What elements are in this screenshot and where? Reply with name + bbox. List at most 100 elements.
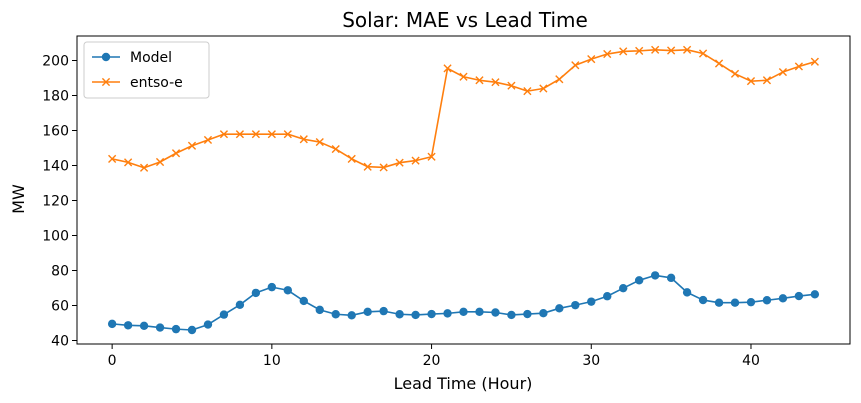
- data-point: [746, 297, 756, 307]
- y-tick-label: 140: [42, 159, 69, 175]
- data-point: [778, 67, 788, 77]
- data-point: [507, 310, 516, 320]
- data-point: [139, 163, 149, 172]
- data-point: [603, 292, 612, 301]
- data-point: [299, 296, 308, 306]
- data-point: [810, 57, 819, 66]
- data-point: [810, 290, 820, 299]
- data-point: [603, 49, 612, 59]
- data-point: [635, 46, 644, 55]
- data-point: [794, 291, 804, 301]
- data-point: [427, 152, 436, 161]
- data-point: [331, 144, 340, 154]
- data-point: [619, 47, 628, 56]
- data-point: [219, 310, 229, 319]
- data-point: [235, 130, 244, 139]
- x-tick-label: 0: [108, 353, 117, 369]
- data-point: [523, 309, 532, 319]
- chart-title: Solar: MAE vs Lead Time: [342, 8, 588, 32]
- data-point: [203, 135, 213, 145]
- y-tick-label: 180: [42, 89, 69, 105]
- data-point: [539, 84, 548, 93]
- data-point: [283, 130, 292, 139]
- data-point: [299, 135, 308, 144]
- data-point: [267, 130, 276, 139]
- data-point: [587, 297, 596, 306]
- data-point: [650, 271, 660, 280]
- data-point: [443, 309, 452, 318]
- data-point: [682, 288, 692, 297]
- data-point: [762, 296, 772, 305]
- data-point: [651, 45, 660, 54]
- data-point: [555, 75, 564, 84]
- legend-box: [83, 41, 210, 99]
- data-point: [475, 307, 484, 316]
- legend-label: entso-e: [130, 75, 183, 91]
- data-point: [443, 64, 452, 73]
- plot-frame: [76, 35, 851, 345]
- data-point: [107, 319, 117, 329]
- data-point: [203, 320, 213, 329]
- data-point: [187, 325, 197, 335]
- x-axis-label: Lead Time (Hour): [394, 374, 533, 393]
- data-point: [155, 157, 165, 167]
- data-point: [124, 158, 133, 167]
- x-tick-label: 40: [742, 353, 760, 369]
- y-tick-label: 60: [51, 299, 69, 315]
- y-axis-label: MW: [9, 184, 28, 214]
- x-tick-label: 10: [263, 353, 281, 369]
- data-point: [363, 307, 372, 316]
- x-tick-label: 30: [582, 353, 600, 369]
- data-point: [523, 87, 532, 96]
- data-point: [347, 311, 356, 320]
- data-point: [347, 154, 356, 163]
- data-point: [698, 49, 708, 58]
- data-point: [539, 309, 548, 318]
- data-point: [411, 156, 420, 165]
- data-point: [395, 310, 404, 319]
- data-point: [555, 304, 564, 313]
- data-point: [587, 55, 596, 64]
- y-tick-label: 100: [42, 229, 69, 245]
- legend-marker: [101, 77, 111, 87]
- y-tick-label: 200: [42, 54, 69, 70]
- data-point: [730, 69, 740, 78]
- data-point: [363, 162, 372, 171]
- y-tick-label: 80: [51, 264, 69, 280]
- data-point: [746, 77, 756, 86]
- data-point: [778, 294, 788, 303]
- series-entso-e: [108, 45, 819, 172]
- data-point: [491, 308, 500, 317]
- data-point: [698, 295, 708, 305]
- data-point: [315, 305, 324, 315]
- axis-ticks: 0 10 20 30 40 40 60 80 100 120 140 160 180 200: [42, 54, 760, 370]
- series-layer: [107, 45, 820, 335]
- data-point: [714, 298, 724, 307]
- data-point: [379, 306, 388, 316]
- data-point: [283, 286, 293, 295]
- data-point: [315, 137, 324, 147]
- data-point: [251, 130, 260, 139]
- series-model: [107, 271, 820, 335]
- data-point: [411, 310, 420, 320]
- data-point: [714, 59, 724, 68]
- legend: Model entso-e: [83, 41, 210, 99]
- data-point: [108, 154, 117, 163]
- data-point: [794, 62, 803, 71]
- legend-marker: [101, 52, 111, 62]
- data-point: [251, 288, 261, 298]
- data-point: [171, 149, 181, 158]
- data-point: [683, 45, 692, 54]
- data-point: [427, 309, 436, 319]
- data-point: [379, 163, 388, 172]
- data-point: [331, 310, 340, 319]
- data-point: [730, 298, 740, 307]
- data-point: [171, 324, 181, 334]
- data-point: [123, 321, 133, 330]
- data-point: [395, 158, 404, 167]
- data-point: [634, 276, 644, 285]
- data-point: [459, 72, 468, 81]
- data-point: [571, 61, 580, 70]
- data-point: [187, 141, 197, 150]
